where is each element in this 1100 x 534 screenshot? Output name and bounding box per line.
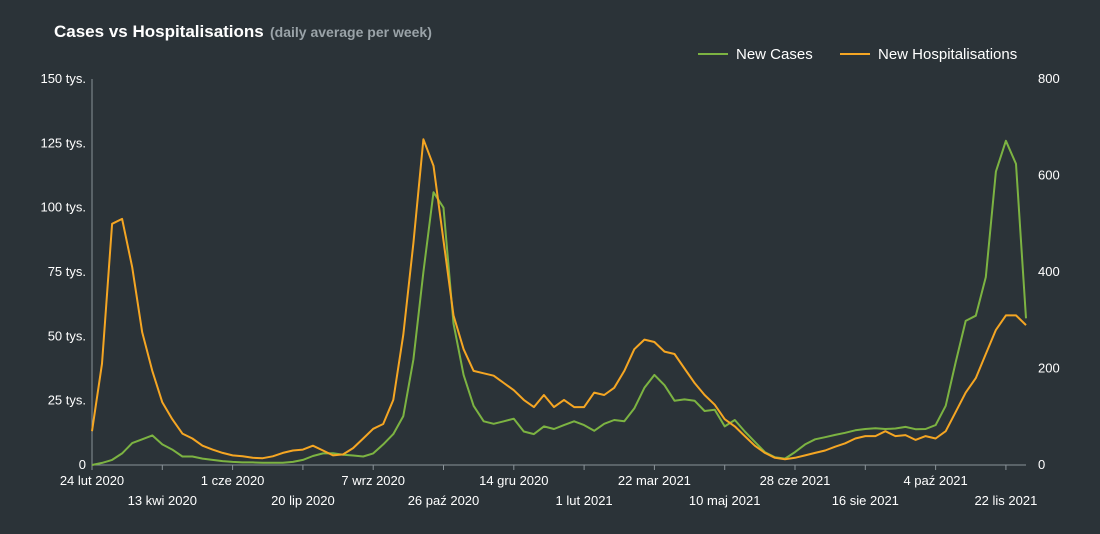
x-tick-label: 14 gru 2020	[479, 473, 548, 488]
x-tick-label: 13 kwi 2020	[128, 493, 197, 508]
legend-label-new-cases[interactable]: New Cases	[736, 46, 813, 63]
x-tick-label: 7 wrz 2020	[341, 473, 405, 488]
y-left-tick-label: 25 tys.	[48, 393, 86, 408]
x-tick-label: 22 lis 2021	[974, 493, 1037, 508]
y-left-tick-label: 125 tys.	[40, 135, 86, 150]
chart-subtitle: (daily average per week)	[270, 24, 432, 40]
y-left-tick-label: 75 tys.	[48, 264, 86, 279]
y-left-tick-label: 150 tys.	[40, 71, 86, 86]
y-right-tick-label: 600	[1038, 168, 1060, 183]
y-left-tick-label: 100 tys.	[40, 200, 86, 215]
chart-title: Cases vs Hospitalisations	[54, 22, 264, 41]
x-tick-label: 22 mar 2021	[618, 473, 691, 488]
x-tick-label: 4 paź 2021	[903, 473, 967, 488]
x-tick-label: 24 lut 2020	[60, 473, 124, 488]
y-right-tick-label: 0	[1038, 457, 1045, 472]
x-tick-label: 28 cze 2021	[760, 473, 831, 488]
axes: 0 25 tys. 50 tys. 75 tys. 100 tys. 125 tys. 15…	[40, 71, 1059, 508]
series-line-new-hospitalisations	[91, 138, 1027, 461]
x-tick-label: 20 lip 2020	[271, 493, 335, 508]
x-tick-label: 10 maj 2021	[689, 493, 761, 508]
y-right-tick-label: 200	[1038, 361, 1060, 376]
x-tick-label: 1 lut 2021	[556, 493, 613, 508]
y-left-tick-label: 0	[79, 457, 86, 472]
series-line-new-cases	[91, 139, 1027, 466]
series-lines	[91, 138, 1027, 466]
x-tick-label: 16 sie 2021	[832, 493, 899, 508]
x-tick-label: 1 cze 2020	[201, 473, 265, 488]
legend-label-new-hospitalisations[interactable]: New Hospitalisations	[878, 46, 1017, 63]
y-right-tick-label: 400	[1038, 264, 1060, 279]
y-right-tick-label: 800	[1038, 71, 1060, 86]
x-tick-label: 26 paź 2020	[408, 493, 480, 508]
legend: New Cases New Hospitalisations	[698, 46, 1017, 63]
y-left-tick-label: 50 tys.	[48, 328, 86, 343]
